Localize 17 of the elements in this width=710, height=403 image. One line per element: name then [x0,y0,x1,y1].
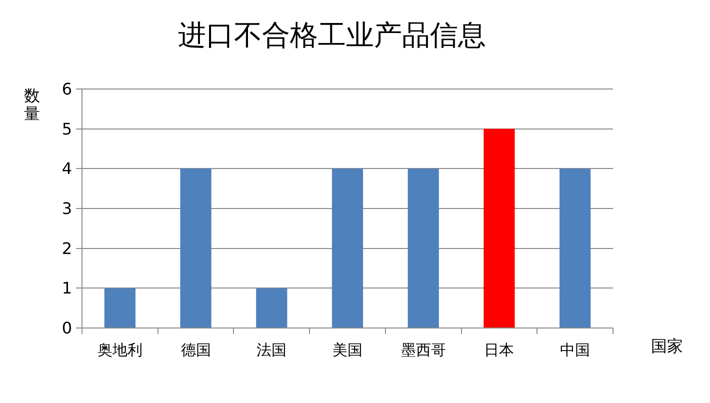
xlabel: 国家 [651,336,683,356]
xtick-label: 墨西哥 [400,341,446,359]
ytick-label: 2 [62,238,72,258]
xtick-label: 德国 [180,341,211,359]
ytick-label: 1 [62,278,72,298]
xtick-label: 中国 [560,341,590,359]
ytick-label: 4 [62,159,72,178]
ytick-label: 5 [62,119,72,138]
xtick-label: 美国 [332,341,362,359]
xtick-label: 奥地利 [97,341,142,359]
ytick-label: 3 [62,199,72,218]
xtick-label: 法国 [256,341,287,359]
ytick-label: 0 [62,318,72,338]
ylabel: 数量 [24,86,40,123]
title: 进口不合格工业产品信息 [178,18,486,52]
xtick-label: 日本 [484,341,514,359]
ytick-label: 6 [62,80,72,98]
